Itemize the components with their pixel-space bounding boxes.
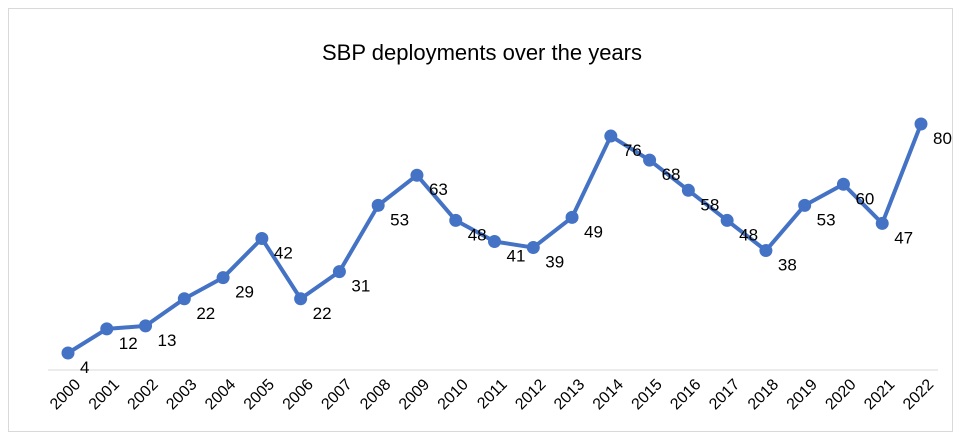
- chart-frame: [8, 8, 953, 432]
- data-label-2002: 13: [158, 331, 177, 350]
- x-tick-label-2013: 2013: [551, 376, 588, 413]
- data-point-2022: [914, 117, 928, 131]
- x-tick-label-2021: 2021: [861, 376, 898, 413]
- data-point-2000: [61, 346, 75, 360]
- data-label-2010: 48: [468, 225, 487, 244]
- x-tick-label-2015: 2015: [629, 376, 666, 413]
- x-tick-label-2022: 2022: [900, 376, 937, 413]
- data-point-2002: [139, 319, 153, 333]
- x-tick-label-2010: 2010: [435, 376, 472, 413]
- data-point-2011: [488, 235, 501, 249]
- data-label-2005: 42: [274, 244, 293, 263]
- x-tick-label-2007: 2007: [318, 376, 355, 413]
- data-label-2016: 58: [700, 195, 719, 214]
- data-point-2007: [332, 265, 346, 279]
- data-label-2015: 68: [662, 165, 681, 184]
- x-tick-label-2012: 2012: [512, 376, 549, 413]
- chart-title: SBP deployments over the years: [322, 40, 642, 65]
- x-tick-label-2003: 2003: [163, 376, 200, 413]
- data-point-2004: [216, 271, 230, 285]
- data-point-2014: [604, 129, 618, 143]
- x-tick-label-2014: 2014: [590, 376, 627, 413]
- data-labels-group: 4 12 13 22 29 42 22 31 53 63 48 41 39 49 76 68 58 48 38 53 6…: [80, 129, 952, 377]
- x-tick-label-2020: 2020: [822, 376, 859, 413]
- data-point-2019: [798, 198, 812, 212]
- x-tick-label-2009: 2009: [396, 376, 433, 413]
- data-point-2016: [681, 183, 695, 197]
- x-tick-label-2004: 2004: [202, 376, 239, 413]
- data-label-2003: 22: [196, 304, 215, 323]
- x-tick-label-2000: 2000: [47, 376, 84, 413]
- x-tick-label-2016: 2016: [667, 376, 704, 413]
- data-label-2013: 49: [584, 222, 603, 241]
- data-point-2005: [255, 232, 269, 245]
- data-point-2008: [371, 198, 385, 212]
- markers-group: [61, 117, 928, 360]
- data-label-2020: 60: [855, 189, 874, 208]
- data-label-2011: 41: [507, 247, 526, 266]
- x-tick-label-2001: 2001: [86, 376, 123, 413]
- data-label-2004: 29: [235, 283, 254, 302]
- data-label-2012: 39: [545, 253, 564, 272]
- x-tick-label-2008: 2008: [357, 376, 394, 413]
- data-label-2022: 80: [933, 129, 952, 148]
- data-label-2007: 31: [351, 277, 370, 296]
- x-tick-label-2006: 2006: [280, 376, 317, 413]
- data-label-2021: 47: [894, 228, 913, 247]
- data-point-2012: [526, 241, 540, 255]
- data-label-2006: 22: [313, 304, 332, 323]
- data-label-2017: 48: [739, 225, 758, 244]
- data-point-2015: [643, 153, 657, 167]
- data-point-2001: [100, 322, 114, 336]
- data-point-2010: [449, 213, 463, 227]
- data-label-2019: 53: [817, 210, 836, 229]
- data-label-2001: 12: [119, 334, 138, 353]
- data-label-2008: 53: [390, 210, 409, 229]
- x-tick-label-2019: 2019: [784, 376, 821, 413]
- data-label-2000: 4: [80, 358, 89, 377]
- data-point-2017: [720, 213, 734, 227]
- data-point-2013: [565, 210, 579, 224]
- data-point-2018: [759, 244, 773, 258]
- x-tick-label-2002: 2002: [125, 376, 162, 413]
- x-tick-label-2017: 2017: [706, 376, 743, 413]
- data-point-2009: [410, 168, 424, 182]
- data-point-2006: [294, 292, 308, 306]
- data-point-2003: [177, 292, 191, 306]
- data-point-2021: [875, 216, 889, 230]
- data-label-2009: 63: [429, 180, 448, 199]
- data-point-2020: [836, 177, 850, 191]
- data-label-2014: 76: [623, 141, 642, 160]
- data-label-2018: 38: [778, 256, 797, 275]
- x-tick-labels-group: 2000 2001 2002 2003 2004 2005 2006 2007 2008 2009…: [47, 376, 937, 413]
- x-tick-label-2011: 2011: [474, 376, 510, 412]
- x-tick-label-2005: 2005: [241, 376, 278, 413]
- x-tick-label-2018: 2018: [745, 376, 782, 413]
